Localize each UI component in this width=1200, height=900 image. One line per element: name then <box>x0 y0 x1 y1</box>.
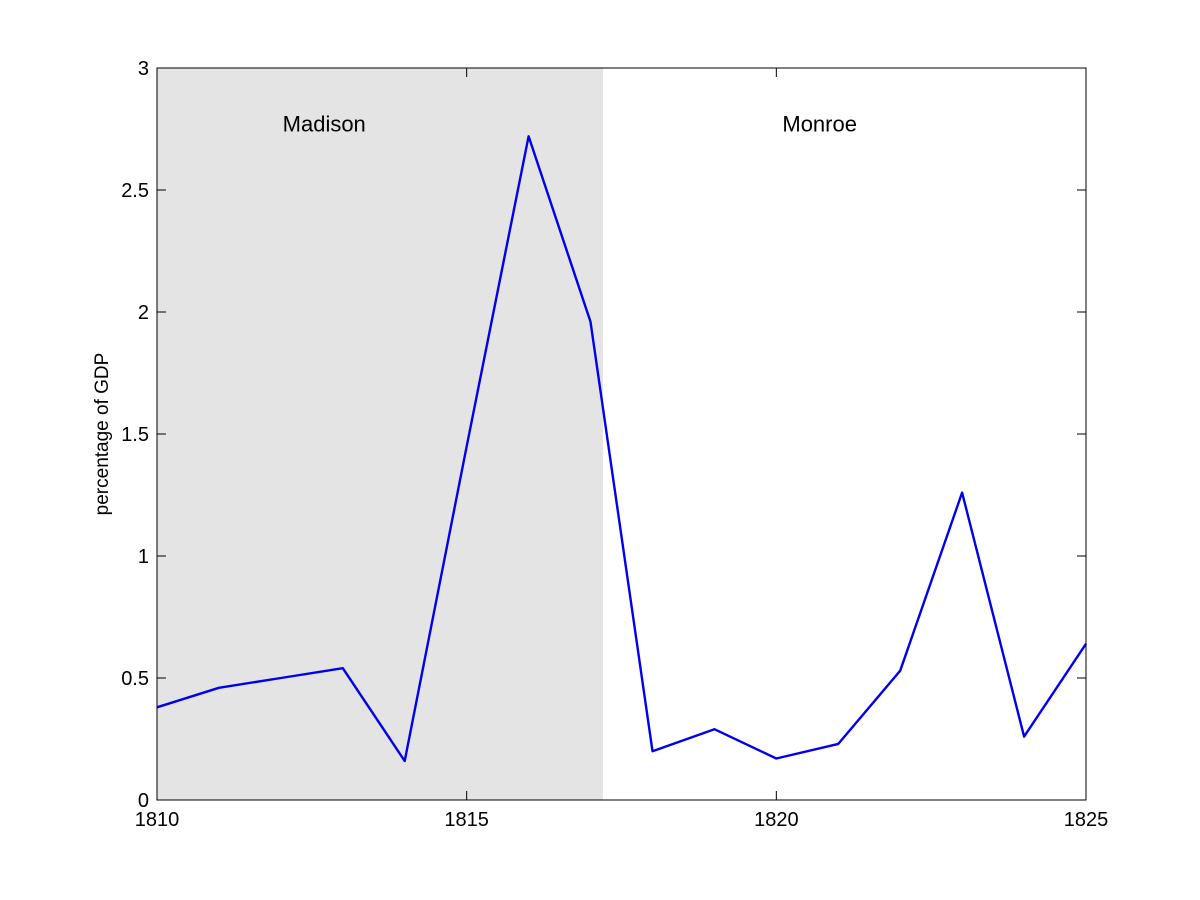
shaded-regions <box>157 68 603 800</box>
x-tick-label-2: 1820 <box>754 809 799 831</box>
shaded-region-0 <box>157 68 603 800</box>
series-line-0 <box>156 135 1087 763</box>
axis-ticks <box>156 67 1087 801</box>
y-tick-label-6: 3 <box>138 58 149 80</box>
y-tick-label-0: 0 <box>138 790 149 812</box>
x-tick-label-3: 1825 <box>1064 809 1109 831</box>
x-tick-label-0: 1810 <box>135 809 180 831</box>
y-tick-label-3: 1.5 <box>121 424 149 446</box>
y-axis-title: percentage of GDP <box>92 353 113 516</box>
y-tick-label-5: 2.5 <box>121 180 149 202</box>
x-tick-label-1: 1815 <box>444 809 489 831</box>
annotations: Madison Monroe <box>283 111 857 136</box>
y-tick-label-4: 2 <box>138 302 149 324</box>
tick-labels: 1810 1815 1820 1825 0 0.5 1 1.5 2 2.5 3 <box>121 58 1108 831</box>
annotation-0: Madison <box>283 111 366 136</box>
y-tick-label-1: 0.5 <box>121 668 149 690</box>
y-tick-label-2: 1 <box>138 546 149 568</box>
annotation-1: Monroe <box>782 111 857 136</box>
series-lines <box>156 135 1087 763</box>
